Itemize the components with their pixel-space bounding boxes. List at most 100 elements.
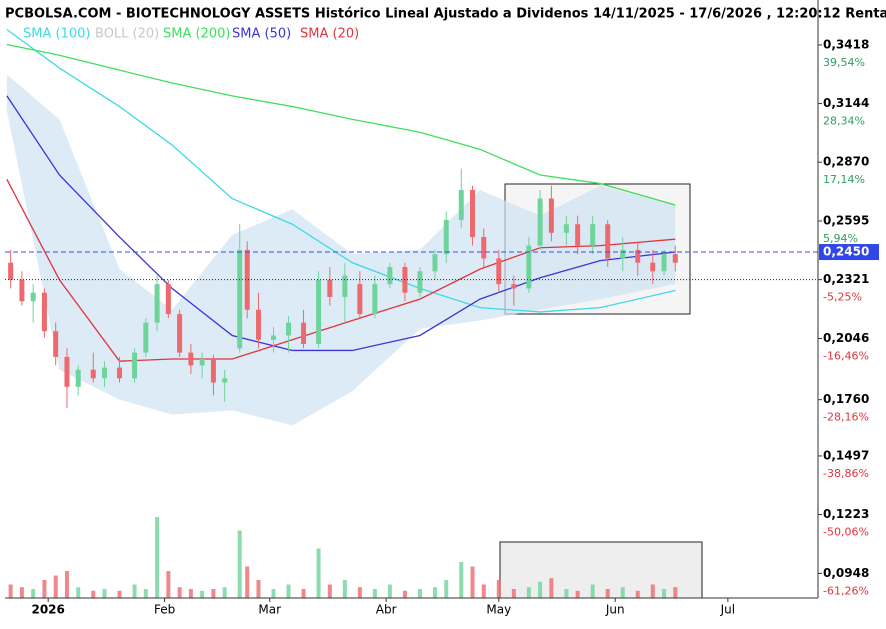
candle-body — [102, 367, 108, 379]
volume-bar — [496, 580, 501, 598]
y-pct-label: -50,06% — [823, 526, 869, 539]
volume-bar — [432, 587, 437, 598]
candle-body — [132, 352, 138, 379]
candle-body — [117, 367, 123, 379]
candle-body — [53, 331, 59, 357]
x-tick-label: Abr — [376, 603, 397, 617]
volume-bar — [316, 548, 321, 598]
y-tick-label: 0,1760 — [823, 392, 869, 406]
legend-entry: SMA (100) — [23, 27, 90, 42]
highlight-box — [499, 541, 703, 599]
volume-bar — [526, 587, 531, 598]
candle-body — [526, 245, 532, 289]
candle-body — [222, 378, 228, 383]
volume-bar — [76, 587, 81, 598]
candle-body — [327, 279, 333, 297]
volume-bar — [286, 584, 291, 598]
candle-body — [75, 369, 81, 387]
candle-body — [177, 314, 183, 353]
x-tick-label: Feb — [154, 603, 175, 617]
x-tick-label: Jun — [605, 603, 625, 617]
legend-entry: SMA (50) — [232, 27, 291, 42]
volume-bar — [470, 566, 475, 598]
volume-bar — [590, 584, 595, 598]
volume-bar — [53, 575, 58, 598]
x-tick-label: Mar — [258, 603, 281, 617]
volume-bar — [481, 584, 486, 598]
volume-bar — [256, 580, 261, 598]
candle-body — [255, 309, 261, 340]
candle-body — [199, 359, 205, 366]
candle-body — [270, 335, 276, 340]
candle-body — [357, 284, 363, 315]
y-pct-label: 39,54% — [823, 56, 865, 69]
y-pct-label: -16,46% — [823, 349, 869, 362]
last-price-label: 0,2450 — [823, 245, 869, 259]
volume-bar — [102, 589, 107, 598]
volume-bar — [31, 589, 36, 598]
candle-body — [210, 359, 216, 383]
candle-body — [316, 279, 322, 345]
volume-bar — [327, 584, 332, 598]
candle-body — [30, 292, 36, 302]
y-tick-label: 0,3144 — [823, 96, 869, 110]
y-pct-label: 17,14% — [823, 173, 865, 186]
volume-bar — [301, 589, 306, 598]
volume-bar — [402, 590, 407, 598]
candle-body — [470, 189, 476, 238]
volume-bar — [117, 590, 122, 598]
candle-body — [165, 284, 171, 315]
candle-body — [154, 284, 160, 323]
candle-body — [635, 249, 641, 263]
volume-bar — [91, 590, 96, 598]
candle-body — [41, 292, 47, 332]
candle-body — [590, 224, 596, 246]
sma-line — [6, 29, 676, 313]
y-pct-label: -61,26% — [823, 584, 869, 597]
candle-body — [650, 262, 656, 272]
volume-bar — [650, 584, 655, 598]
volume-bar — [605, 589, 610, 598]
volume-bar — [143, 589, 148, 598]
candle-body — [672, 254, 678, 263]
volume-bar — [19, 587, 24, 598]
volume-bar — [673, 587, 678, 598]
volume-bar — [200, 590, 205, 598]
volume-bar — [132, 584, 137, 598]
volume-bar — [42, 580, 47, 598]
y-tick-label: 0,1497 — [823, 448, 869, 462]
y-tick-label: 0,2321 — [823, 272, 869, 286]
candle-body — [620, 249, 626, 259]
y-tick-label: 0,0948 — [823, 566, 869, 580]
y-tick-label: 0,3418 — [823, 37, 869, 51]
x-tick-label: Jul — [720, 603, 735, 617]
volume-bar — [271, 589, 276, 598]
candle-body — [237, 249, 243, 349]
volume-bar — [211, 589, 216, 598]
volume-bar — [342, 580, 347, 598]
candle-body — [19, 279, 25, 302]
candle-body — [661, 254, 667, 272]
candle-body — [342, 275, 348, 297]
x-tick-label: May — [486, 603, 511, 617]
y-tick-label: 0,2870 — [823, 155, 869, 169]
plot — [5, 29, 818, 598]
candle-body — [8, 262, 14, 280]
sma-line — [6, 178, 676, 362]
candle-body — [458, 189, 464, 220]
volume-bar — [575, 590, 580, 598]
volume-bar — [635, 590, 640, 598]
y-pct-label: 5,94% — [823, 232, 858, 245]
volume-bar — [538, 581, 543, 598]
legend-entry: BOLL (20) — [95, 27, 159, 42]
volume-bar — [64, 571, 69, 598]
volume-bar — [387, 584, 392, 598]
candle-body — [286, 322, 292, 336]
candle-body — [548, 198, 554, 233]
legend-entry: SMA (20) — [300, 27, 359, 42]
y-pct-label: -5,25% — [823, 291, 862, 304]
y-pct-label: -28,16% — [823, 411, 869, 424]
volume-bar — [222, 587, 227, 598]
candle-body — [563, 224, 569, 233]
candle-body — [537, 198, 543, 246]
